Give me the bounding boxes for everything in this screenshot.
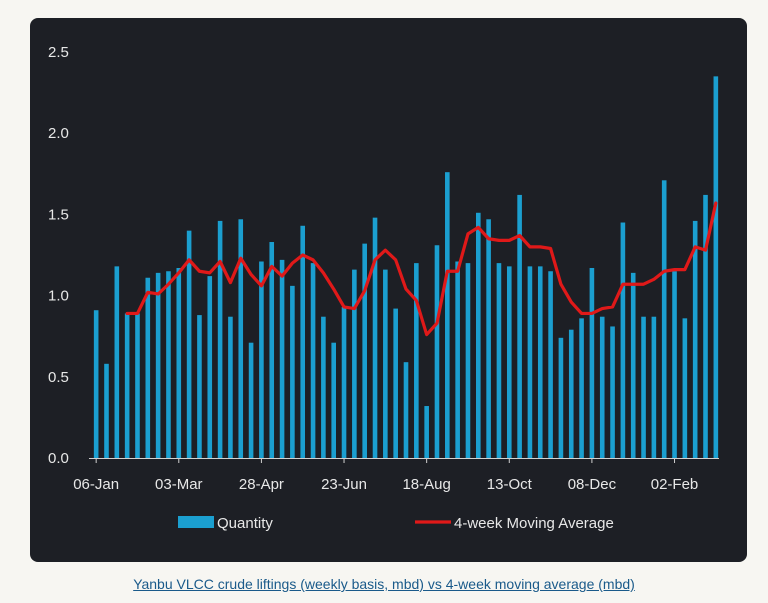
- bar: [424, 406, 429, 458]
- bar: [383, 269, 388, 458]
- bar: [527, 266, 533, 458]
- x-tick-label: 23-Jun: [321, 476, 367, 493]
- bar: [197, 315, 202, 458]
- bar: [341, 306, 347, 458]
- bar: [672, 271, 677, 458]
- legend: Quantity 4-week Moving Average: [178, 515, 614, 532]
- bar: [455, 261, 460, 458]
- x-tick-label: 13-Oct: [487, 476, 533, 493]
- bar: [331, 342, 336, 458]
- x-tick-label: 18-Aug: [402, 476, 450, 493]
- chart-panel: 0.0 0.5 1.0 1.5 2.0 2.5 06-Jan 03-Mar 28-Apr 23-…: [30, 18, 747, 562]
- bar: [548, 271, 553, 458]
- bar: [651, 316, 657, 458]
- bar: [537, 266, 543, 458]
- bar: [114, 266, 120, 458]
- bar: [414, 263, 419, 458]
- bar: [682, 318, 688, 458]
- x-axis-ticks: 06-Jan 03-Mar 28-Apr 23-Jun 18-Aug 13-Oct 08-D…: [73, 458, 698, 493]
- bar: [352, 269, 357, 458]
- y-tick-label: 1.5: [48, 206, 69, 223]
- chart-caption-link[interactable]: Yanbu VLCC crude liftings (weekly basis,…: [133, 576, 635, 592]
- bar: [135, 313, 140, 458]
- bar: [155, 272, 161, 458]
- bar: [372, 217, 378, 458]
- y-tick-label: 2.0: [48, 125, 69, 142]
- bar: [166, 271, 171, 458]
- bar: [104, 363, 109, 458]
- bar: [589, 267, 595, 458]
- legend-swatch-quantity: [178, 516, 214, 528]
- x-tick-label: 08-Dec: [568, 476, 617, 493]
- bar: [517, 194, 522, 458]
- legend-label-moving-average: 4-week Moving Average: [454, 515, 614, 532]
- bar: [403, 362, 409, 458]
- bar-series-quantity: [93, 76, 719, 459]
- bar: [310, 263, 316, 458]
- bar: [599, 316, 605, 458]
- bar: [362, 243, 367, 458]
- bar: [145, 277, 151, 458]
- x-tick-label: 06-Jan: [73, 476, 119, 493]
- bar: [610, 326, 615, 458]
- bar: [661, 180, 667, 459]
- bar: [568, 329, 574, 458]
- bar: [186, 230, 192, 458]
- bar: [496, 263, 502, 458]
- x-tick-label: 28-Apr: [239, 476, 284, 493]
- bar: [207, 276, 213, 458]
- bar: [692, 220, 698, 458]
- bar: [290, 285, 295, 458]
- bar: [176, 267, 182, 458]
- x-tick-label: 02-Feb: [651, 476, 699, 493]
- bar: [393, 308, 398, 458]
- moving-average-line: [125, 201, 718, 337]
- bar: [630, 272, 636, 458]
- y-tick-label: 1.0: [48, 288, 69, 305]
- bar: [506, 266, 512, 458]
- y-tick-label: 2.5: [48, 44, 69, 61]
- bar: [641, 316, 646, 458]
- bar: [476, 212, 481, 458]
- bar: [321, 316, 326, 458]
- bar: [228, 316, 233, 458]
- y-axis-ticks: 0.0 0.5 1.0 1.5 2.0 2.5: [48, 44, 69, 467]
- bar: [579, 318, 584, 458]
- bar: [259, 261, 264, 458]
- y-tick-label: 0.0: [48, 450, 69, 467]
- bar: [465, 263, 471, 458]
- bar: [486, 219, 491, 458]
- bar: [300, 225, 306, 458]
- legend-label-quantity: Quantity: [217, 515, 273, 532]
- bar: [279, 259, 285, 458]
- bar: [238, 219, 244, 458]
- bar: [620, 222, 626, 458]
- line-series-moving-average: [125, 201, 718, 337]
- x-tick-label: 03-Mar: [155, 476, 203, 493]
- bar: [445, 172, 450, 458]
- bar: [269, 242, 275, 458]
- bar: [713, 76, 719, 459]
- bar: [93, 310, 99, 458]
- bar: [124, 313, 130, 458]
- bar: [558, 337, 564, 458]
- bar: [703, 194, 708, 458]
- y-tick-label: 0.5: [48, 369, 69, 386]
- bar: [217, 220, 223, 458]
- chart-svg: 0.0 0.5 1.0 1.5 2.0 2.5 06-Jan 03-Mar 28-Apr 23-…: [48, 44, 719, 532]
- bar: [248, 342, 254, 458]
- bar: [434, 245, 440, 458]
